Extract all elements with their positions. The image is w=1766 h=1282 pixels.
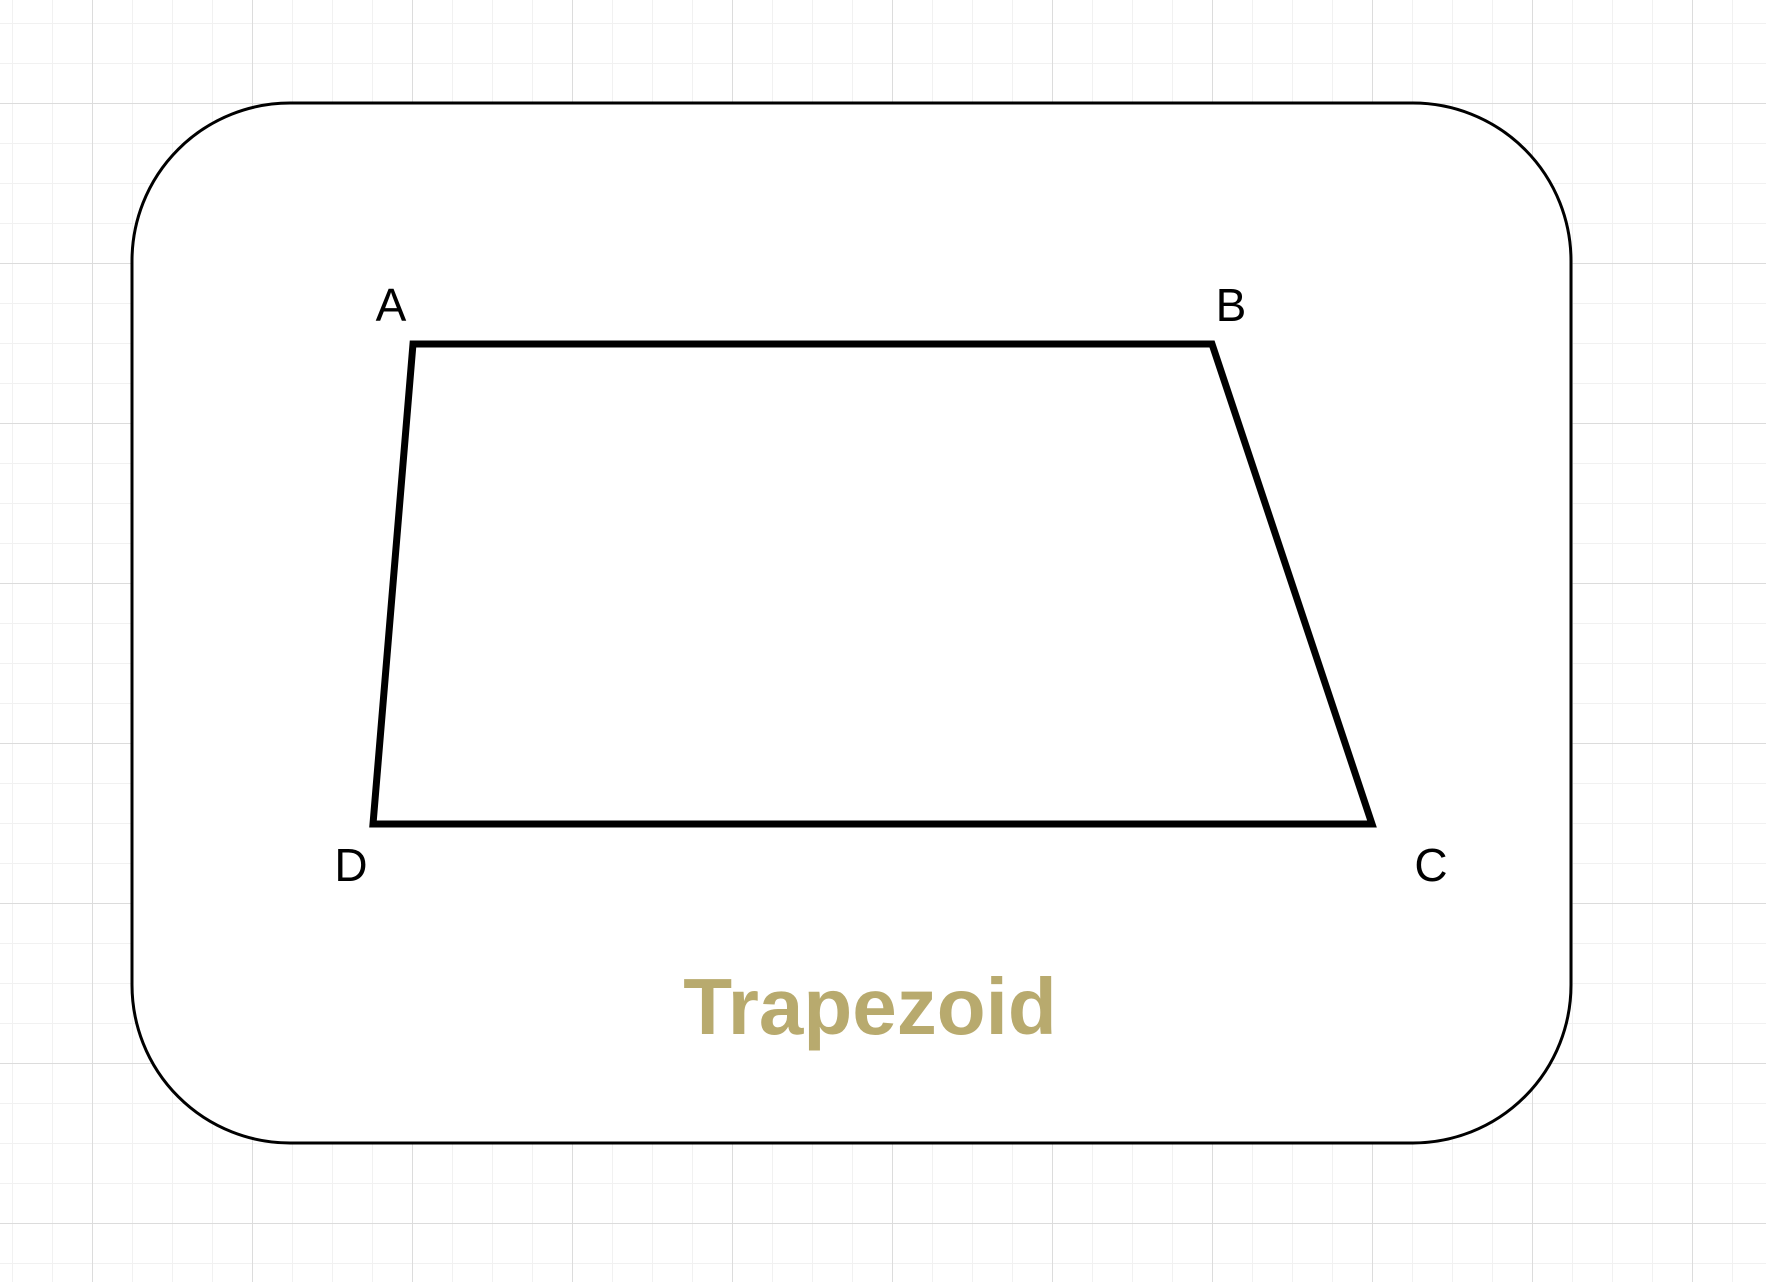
diagram-title: Trapezoid: [683, 962, 1056, 1051]
trapezoid-shape[interactable]: [369, 340, 1377, 828]
vertex-label-a: A: [376, 279, 407, 331]
container-card[interactable]: [130, 101, 1573, 1145]
vertex-label-c: C: [1414, 839, 1447, 891]
vertex-label-d: D: [334, 839, 367, 891]
vertex-label-b: B: [1216, 279, 1247, 331]
